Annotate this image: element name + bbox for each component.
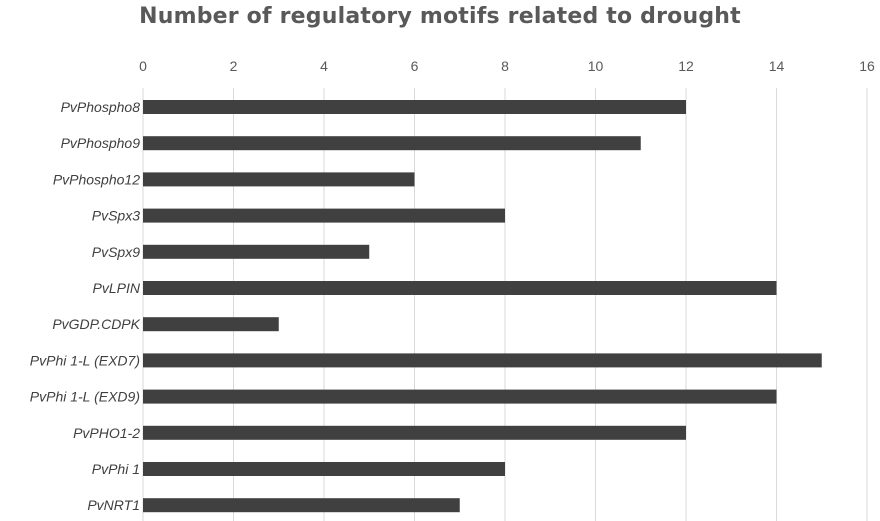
category-label: PvSpx3 <box>92 208 140 224</box>
chart-title: Number of regulatory motifs related to d… <box>139 4 741 29</box>
category-label: PvLPIN <box>93 280 141 296</box>
category-label: PvSpx9 <box>92 244 140 260</box>
x-tick-label: 2 <box>230 58 238 74</box>
category-label: PvPhospho9 <box>61 135 141 151</box>
bar <box>143 172 415 187</box>
bar <box>143 498 460 513</box>
category-label: PvPhospho8 <box>61 99 141 115</box>
bars <box>143 100 822 513</box>
bar <box>143 389 777 404</box>
bar <box>143 281 777 295</box>
x-tick-label: 6 <box>411 58 419 74</box>
category-label: PvPhi 1-L (EXD7) <box>30 352 140 368</box>
bar <box>143 244 370 259</box>
x-tick-label: 12 <box>678 58 694 74</box>
x-tick-label: 0 <box>139 58 147 74</box>
category-label: PvPhi 1-L (EXD9) <box>30 389 140 405</box>
bar <box>143 425 686 440</box>
bar <box>143 136 641 151</box>
category-label: PvPHO1-2 <box>73 425 140 441</box>
category-labels: PvPhospho8 PvPhospho9 PvPhospho12 PvSpx3 PvS… <box>30 99 141 513</box>
x-tick-label: 16 <box>859 58 875 74</box>
x-tick-label: 8 <box>501 58 509 74</box>
bar <box>143 317 279 332</box>
bar <box>143 353 822 368</box>
x-axis-ticks: 0 2 4 6 8 10 12 14 16 <box>139 58 875 74</box>
bar <box>143 100 686 114</box>
gridlines <box>142 88 868 521</box>
category-label: PvGDP.CDPK <box>52 316 140 332</box>
bar <box>143 208 505 223</box>
x-tick-label: 10 <box>588 58 604 74</box>
category-label: PvPhi 1 <box>92 461 140 477</box>
x-tick-label: 14 <box>769 58 785 74</box>
bar <box>143 462 505 476</box>
category-label: PvPhospho12 <box>53 171 140 187</box>
category-label: PvNRT1 <box>87 497 140 513</box>
x-tick-label: 4 <box>320 58 328 74</box>
